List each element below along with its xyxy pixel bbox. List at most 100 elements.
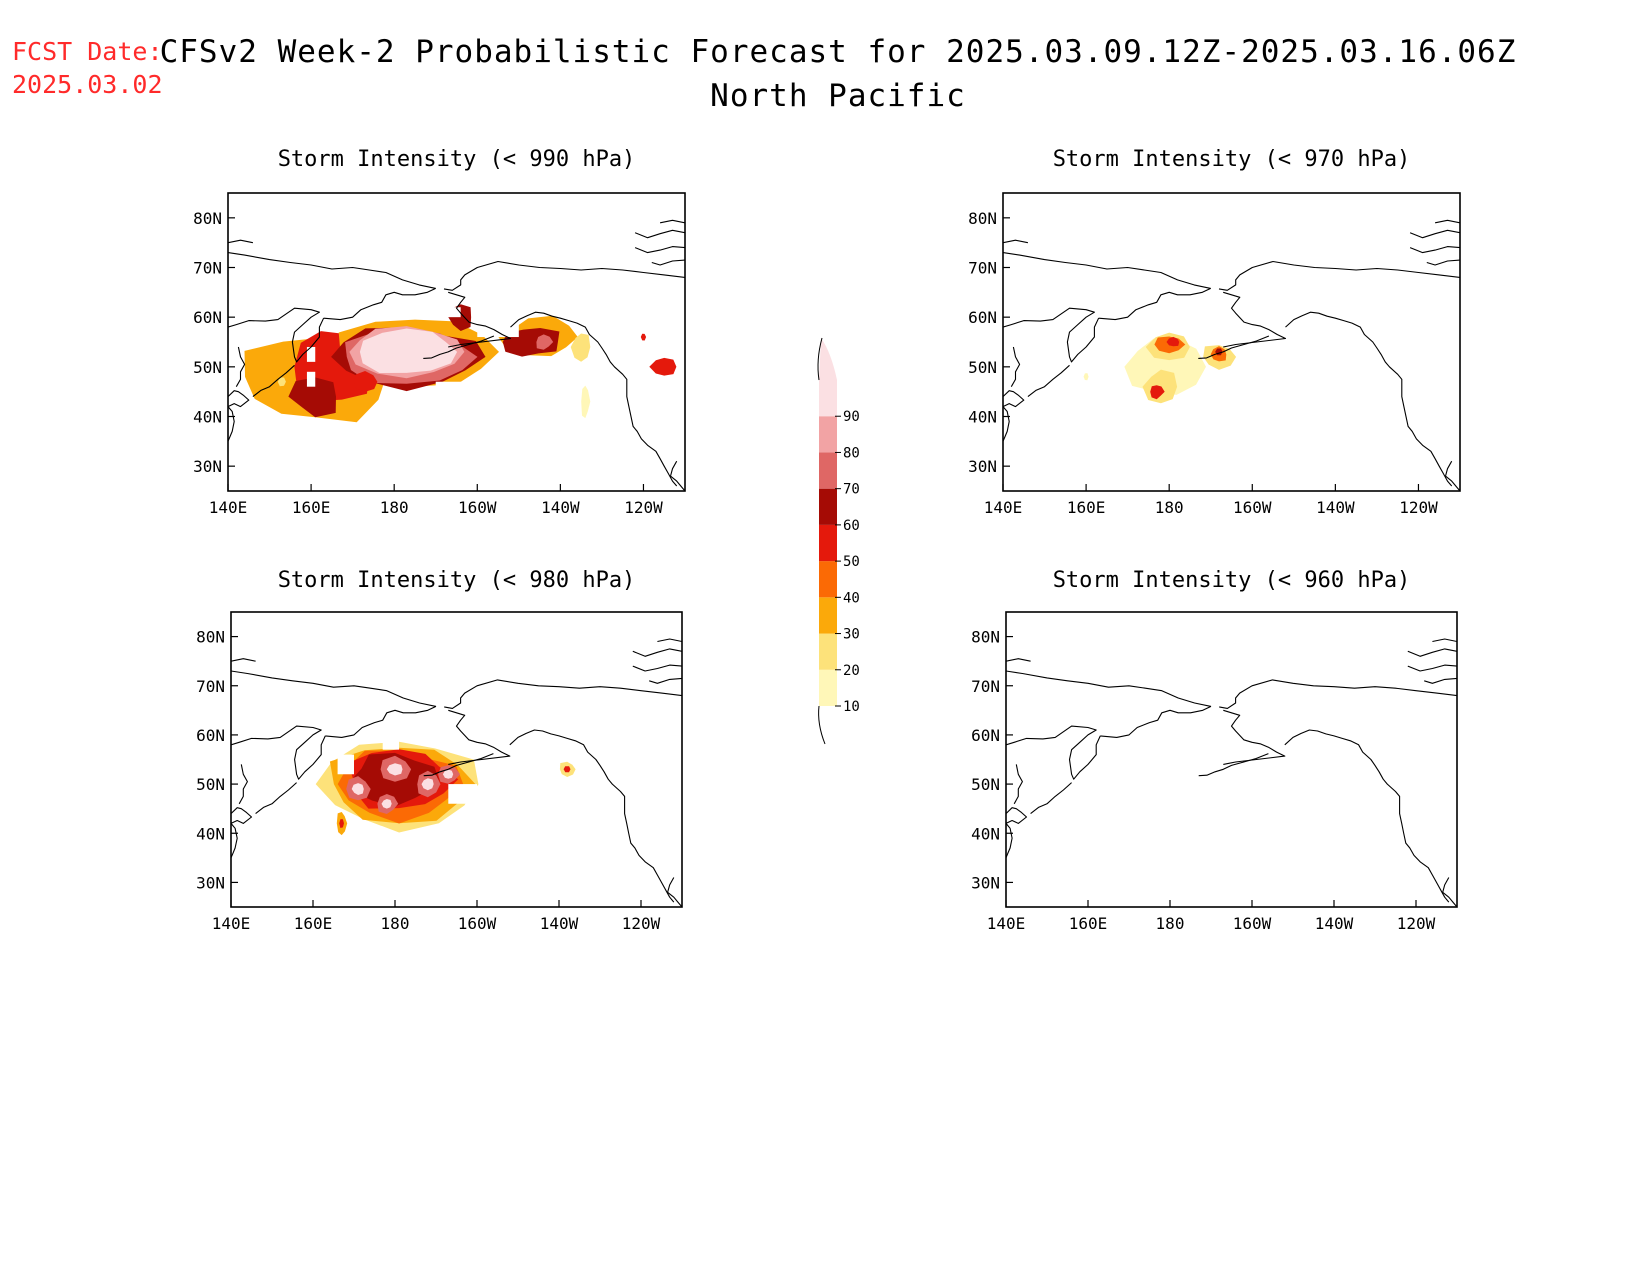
y-tick-label: 70N [193, 259, 222, 278]
probability-contour [359, 328, 458, 373]
colorbar-label: 90 [843, 409, 860, 425]
x-tick-label: 140W [1315, 914, 1354, 933]
y-tick-label: 40N [968, 408, 997, 427]
coastline [1223, 709, 1286, 765]
probability-contour [536, 334, 554, 350]
x-tick-label: 180 [1156, 914, 1185, 933]
coastline [1003, 252, 1211, 289]
colorbar-label: 20 [843, 663, 860, 679]
x-tick-label: 120W [1399, 498, 1438, 517]
probability-contour [353, 371, 378, 392]
y-tick-label: 50N [193, 358, 222, 377]
coastline [238, 764, 248, 805]
coastline [1027, 364, 1070, 398]
coastline [228, 406, 235, 442]
masked-cell [435, 381, 478, 402]
probability-field [231, 638, 682, 907]
masked-cell [394, 416, 415, 432]
x-tick-label: 120W [622, 914, 661, 933]
colorbar-swatch [819, 416, 837, 453]
y-tick-label: 80N [196, 628, 225, 647]
coastline [1006, 807, 1028, 824]
coastline [231, 807, 253, 824]
coastline [323, 287, 436, 321]
coastline [1198, 753, 1269, 777]
coastline [423, 335, 495, 359]
y-tick-label: 30N [971, 873, 1000, 892]
probability-contour [339, 819, 344, 828]
coastline [1223, 291, 1287, 348]
map-frame [1002, 192, 1461, 492]
coastline [231, 823, 238, 859]
coastline [1098, 287, 1211, 321]
probability-contour [640, 333, 647, 341]
probability-contour [381, 799, 392, 809]
coastline [1407, 648, 1457, 657]
coastline [1010, 346, 1021, 387]
x-tick-label: 180 [380, 498, 409, 517]
x-tick-label: 140W [540, 914, 579, 933]
panel-title: Storm Intensity (< 980 hPa) [278, 568, 636, 593]
coastline [1013, 764, 1023, 805]
coastline [659, 219, 685, 224]
coastline [231, 658, 256, 662]
coastline [1030, 782, 1072, 815]
coastline [1003, 390, 1025, 408]
coastline [228, 252, 436, 289]
masked-cell [306, 346, 316, 362]
coastline [1432, 638, 1457, 643]
fcst-date-value: 2025.03.02 [12, 70, 163, 99]
coastline [443, 260, 685, 291]
coastline [1442, 877, 1457, 907]
probability-contour [1166, 336, 1180, 347]
figure-title: CFSv2 Week-2 Probabilistic Forecast for … [160, 34, 1517, 70]
coastline [448, 709, 511, 765]
probability-contour [277, 377, 286, 387]
coastline [1426, 259, 1460, 266]
probability-contour [1150, 385, 1165, 400]
masked-cell [448, 784, 477, 804]
probability-contour [570, 333, 591, 362]
coastline [657, 638, 682, 643]
y-tick-label: 60N [971, 726, 1000, 745]
coastline [231, 670, 437, 707]
fcst-date-label: FCST Date: [12, 37, 163, 66]
coastline [1219, 679, 1457, 709]
x-tick-label: 140W [1316, 498, 1355, 517]
probability-contour [351, 783, 364, 795]
coastline [1284, 729, 1450, 903]
y-tick-label: 50N [968, 358, 997, 377]
x-tick-label: 180 [381, 914, 410, 933]
x-tick-label: 160E [1069, 914, 1108, 933]
panel-title: Storm Intensity (< 970 hPa) [1053, 147, 1411, 172]
coastline [667, 877, 682, 907]
y-tick-label: 80N [193, 209, 222, 228]
map-panel-p980: Storm Intensity (< 980 hPa) 140E 160E 180 16… [196, 568, 683, 933]
figure-subtitle: North Pacific [710, 78, 966, 114]
y-tick-label: 30N [193, 457, 222, 476]
coastline [228, 239, 254, 244]
colorbar-bottom-edge [818, 705, 826, 745]
coastline [1003, 239, 1029, 244]
masked-cell [306, 371, 316, 387]
coastline [632, 648, 682, 657]
probability-contour [288, 377, 336, 418]
coastline [444, 679, 682, 709]
x-tick-label: 140W [541, 498, 580, 517]
colorbar-label: 10 [843, 699, 860, 715]
y-tick-label: 60N [968, 308, 997, 327]
coastline [231, 725, 326, 780]
coastline [423, 753, 494, 777]
coastline [228, 307, 325, 363]
coastline [634, 246, 685, 254]
map-panel-p990: Storm Intensity (< 990 hPa) 140E 160E 180 16… [193, 147, 686, 517]
coastline [632, 664, 682, 672]
colorbar-label: 50 [843, 554, 860, 570]
coastline [1407, 664, 1457, 672]
colorbar-swatch [819, 633, 837, 670]
colorbar-swatch [819, 561, 837, 598]
coastline [235, 346, 246, 387]
x-tick-label: 160E [292, 498, 331, 517]
coastline [1218, 260, 1460, 291]
